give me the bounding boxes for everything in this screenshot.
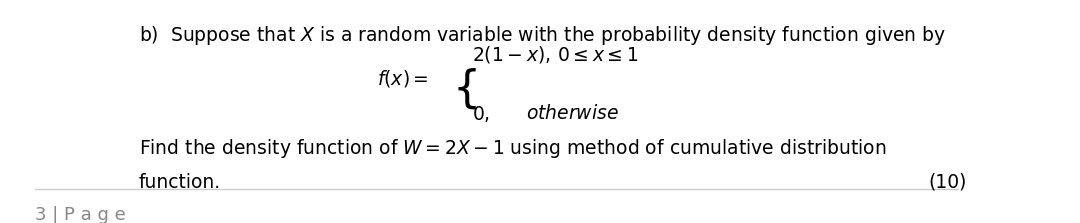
Text: function.: function. (139, 173, 221, 192)
Text: (10): (10) (928, 173, 967, 192)
Text: 3 | P a g e: 3 | P a g e (35, 206, 125, 223)
Text: $0,\quad$: $0,\quad$ (472, 104, 489, 124)
Text: $f(x) = $: $f(x) = $ (377, 68, 429, 89)
Text: $2(1-x),\, 0 \leq x \leq 1$: $2(1-x),\, 0 \leq x \leq 1$ (472, 45, 638, 66)
Text: $otherwise$: $otherwise$ (526, 104, 619, 123)
Text: Find the density function of $W = 2X - 1$ using method of cumulative distributio: Find the density function of $W = 2X - 1… (139, 138, 887, 161)
Text: $\{$: $\{$ (451, 66, 476, 111)
Text: b)  Suppose that $X$ is a random variable with the probability density function : b) Suppose that $X$ is a random variable… (139, 24, 946, 47)
